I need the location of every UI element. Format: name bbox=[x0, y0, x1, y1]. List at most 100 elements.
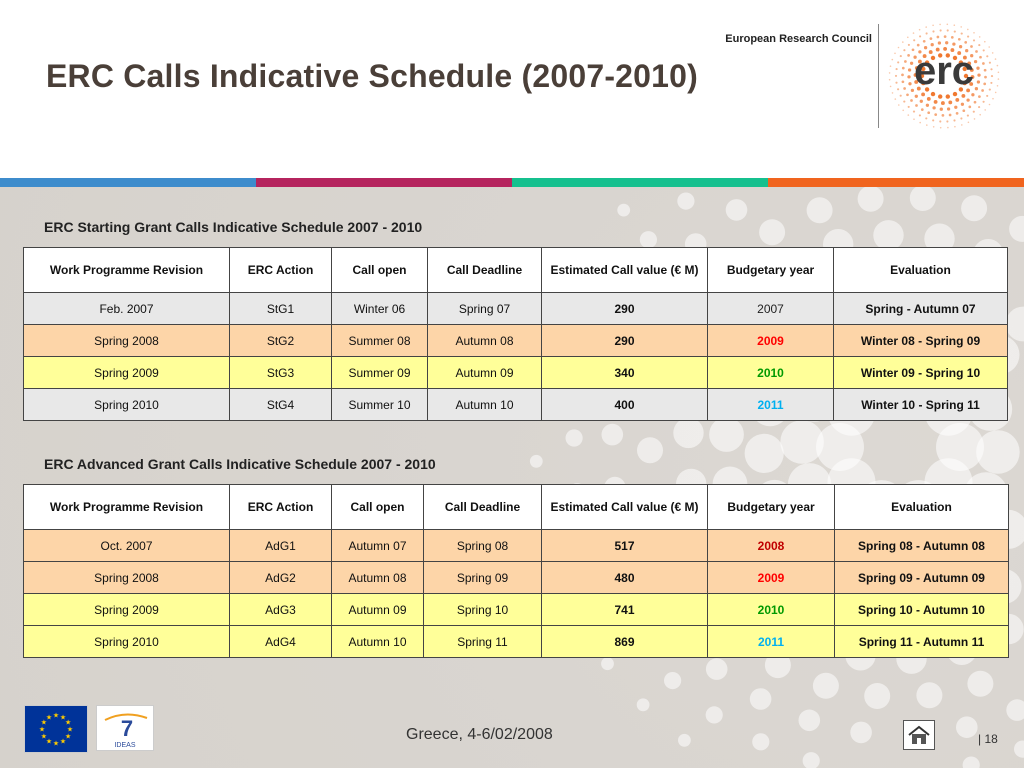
background-dot bbox=[705, 658, 728, 680]
cell-evaluation: Spring 08 - Autumn 08 bbox=[834, 529, 1009, 562]
logo-dot bbox=[966, 114, 969, 117]
cell-call-deadline: Spring 09 bbox=[423, 561, 542, 594]
eu-star: ★ bbox=[60, 738, 66, 746]
erc-logo: erc bbox=[888, 23, 1000, 129]
advanced-grant-rows: Oct. 2007 AdG1 Autumn 07 Spring 08 517 2008 Sp… bbox=[23, 529, 1009, 658]
starting-grant-rows: Feb. 2007 StG1 Winter 06 Spring 07 290 2007 Sp… bbox=[23, 292, 1008, 421]
logo-dot bbox=[932, 30, 935, 33]
cell-call-deadline: Spring 07 bbox=[427, 292, 542, 325]
logo-dot bbox=[903, 49, 906, 52]
logo-dot bbox=[986, 55, 989, 58]
logo-dot bbox=[913, 118, 915, 120]
logo-dot bbox=[967, 35, 970, 38]
logo-dot bbox=[946, 107, 951, 111]
logo-dot bbox=[906, 93, 909, 97]
fp7-label: IDEAS bbox=[114, 742, 135, 749]
column-header: Work Programme Revision bbox=[23, 484, 230, 530]
color-stripe bbox=[0, 178, 1024, 187]
logo-dot bbox=[925, 26, 927, 28]
footer-location-date: Greece, 4-6/02/2008 bbox=[406, 726, 553, 743]
logo-dot bbox=[925, 117, 928, 120]
cell-erc-action: StG1 bbox=[229, 292, 332, 325]
logo-dot bbox=[970, 75, 975, 79]
background-dot bbox=[850, 721, 872, 744]
page-separator: | bbox=[978, 732, 982, 746]
logo-dot bbox=[965, 49, 969, 53]
cell-evaluation: Spring 10 - Autumn 10 bbox=[834, 593, 1009, 626]
logo-dot bbox=[930, 43, 934, 47]
logo-dot bbox=[940, 101, 945, 106]
logo-dot bbox=[981, 89, 984, 92]
cell-revision: Spring 2010 bbox=[23, 388, 230, 421]
background-dot bbox=[677, 192, 695, 210]
logo-dot bbox=[894, 52, 896, 55]
background-dot bbox=[873, 220, 904, 251]
background-dot bbox=[1009, 215, 1024, 242]
logo-dot bbox=[934, 113, 938, 116]
logo-dot bbox=[952, 91, 958, 97]
cell-evaluation: Spring 09 - Autumn 09 bbox=[834, 561, 1009, 594]
logo-dot bbox=[953, 24, 956, 26]
background-dot bbox=[1014, 740, 1024, 758]
logo-dot bbox=[924, 87, 930, 92]
background-dot bbox=[636, 698, 650, 712]
eu-star: ★ bbox=[60, 713, 66, 721]
cell-call-open: Summer 09 bbox=[331, 356, 428, 389]
background-dot bbox=[812, 672, 839, 699]
logo-dot bbox=[978, 44, 981, 47]
logo-dot bbox=[925, 103, 930, 107]
logo-dot bbox=[917, 59, 922, 64]
column-header: Evaluation bbox=[834, 484, 1009, 530]
logo-dot bbox=[911, 48, 915, 52]
background-dot bbox=[673, 417, 704, 449]
logo-dot bbox=[908, 82, 912, 86]
eu-star: ★ bbox=[65, 733, 71, 741]
logo-dot bbox=[916, 86, 921, 91]
cell-budgetary-year: 2009 bbox=[707, 561, 835, 594]
background-dot bbox=[961, 195, 988, 222]
background-dot bbox=[976, 430, 1020, 474]
slide-title: ERC Calls Indicative Schedule (2007-2010… bbox=[46, 58, 699, 94]
logo-dot bbox=[932, 126, 935, 128]
logo-dot bbox=[941, 114, 945, 117]
cell-revision: Spring 2010 bbox=[23, 625, 230, 658]
logo-divider bbox=[878, 24, 879, 128]
cell-call-value: 480 bbox=[541, 561, 708, 594]
background-dot bbox=[1005, 306, 1024, 342]
logo-dot bbox=[979, 113, 981, 116]
eu-flag-icon: ★★★★★★★★★ ★ ★★ bbox=[24, 705, 88, 753]
background-dot bbox=[759, 219, 786, 246]
logo-dot bbox=[996, 64, 999, 67]
background-dot bbox=[798, 709, 821, 732]
logo-dot bbox=[937, 41, 942, 45]
logo-dot bbox=[907, 75, 911, 79]
home-button[interactable] bbox=[903, 720, 935, 750]
logo-dot bbox=[975, 50, 978, 53]
logo-dot bbox=[939, 126, 942, 129]
org-name: European Research Council bbox=[725, 33, 872, 45]
logo-dot bbox=[953, 119, 956, 122]
background-dot bbox=[967, 670, 994, 697]
logo-dot bbox=[982, 62, 985, 65]
logo-dot bbox=[952, 55, 958, 61]
logo-dot bbox=[889, 85, 892, 88]
logo-dot bbox=[909, 61, 914, 65]
logo-dot bbox=[984, 109, 986, 111]
logo-dot bbox=[992, 97, 994, 100]
logo-dot bbox=[945, 94, 950, 99]
logo-dot bbox=[997, 71, 1000, 74]
logo-dot bbox=[907, 68, 912, 72]
background-dot bbox=[617, 203, 631, 217]
logo-dot bbox=[997, 78, 1000, 80]
cell-revision: Spring 2009 bbox=[23, 356, 230, 389]
logo-dot bbox=[955, 112, 959, 115]
cell-call-deadline: Autumn 10 bbox=[427, 388, 542, 421]
logo-dot bbox=[972, 110, 975, 113]
logo-dot bbox=[923, 46, 928, 50]
logo-dot bbox=[924, 60, 930, 65]
column-header: Estimated Call value (€ M) bbox=[541, 247, 708, 293]
cell-call-deadline: Autumn 09 bbox=[427, 356, 542, 389]
cell-budgetary-year: 2008 bbox=[707, 529, 835, 562]
background-dot bbox=[764, 652, 791, 679]
logo-dot bbox=[960, 26, 962, 28]
